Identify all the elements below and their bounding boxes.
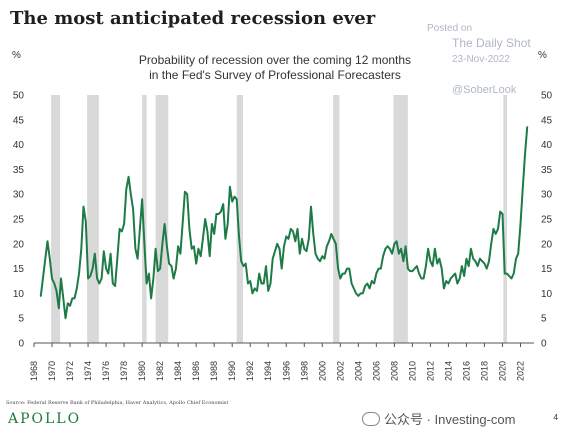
x-tick-2020: 2020: [497, 361, 507, 381]
x-tick-1980: 1980: [137, 361, 147, 381]
recession-band-3: [155, 95, 169, 343]
recession-band-7: [503, 95, 507, 343]
x-tick-1970: 1970: [47, 361, 57, 381]
y-tick-left-45: 45: [13, 115, 25, 126]
y-tick-left-15: 15: [13, 264, 25, 275]
watermark-source: The Daily Shot: [452, 36, 531, 50]
source-note: Source: Federal Reserve Bank of Philadel…: [6, 400, 229, 406]
x-tick-1976: 1976: [101, 361, 111, 381]
x-tick-2006: 2006: [371, 361, 381, 381]
x-tick-1996: 1996: [281, 361, 291, 381]
y-tick-left-20: 20: [13, 239, 25, 250]
x-tick-2002: 2002: [335, 361, 345, 381]
x-tick-2010: 2010: [407, 361, 417, 381]
y-tick-left-35: 35: [13, 165, 25, 176]
chart-subtitle-line2: in the Fed's Survey of Professional Fore…: [149, 68, 401, 82]
recession-band-2: [142, 95, 147, 343]
y-tick-left-10: 10: [13, 289, 25, 300]
recession-band-1: [87, 95, 99, 343]
y-tick-right-0: 0: [541, 339, 547, 350]
x-tick-2008: 2008: [389, 361, 399, 381]
recession-band-5: [333, 95, 340, 343]
watermark-date: 23-Nov-2022: [452, 54, 510, 65]
recession-band-4: [236, 95, 244, 343]
page-number: 4: [553, 413, 558, 422]
x-tick-1984: 1984: [173, 361, 183, 381]
y-tick-right-45: 45: [541, 115, 553, 126]
y-tick-right-5: 5: [541, 314, 547, 325]
x-tick-1978: 1978: [119, 361, 129, 381]
x-tick-2022: 2022: [515, 361, 525, 381]
wechat-watermark-text: 公众号 · Investing-com: [384, 412, 516, 427]
x-tick-2018: 2018: [479, 361, 489, 381]
x-tick-2016: 2016: [461, 361, 471, 381]
x-tick-1990: 1990: [227, 361, 237, 381]
recession-band-0: [51, 95, 61, 343]
y-tick-left-25: 25: [13, 215, 25, 226]
x-tick-2004: 2004: [353, 361, 363, 381]
y-tick-left-5: 5: [18, 314, 24, 325]
x-tick-1994: 1994: [263, 361, 273, 381]
y-tick-right-30: 30: [541, 190, 553, 201]
x-tick-2014: 2014: [443, 361, 453, 381]
x-tick-1982: 1982: [155, 361, 165, 381]
x-tick-2012: 2012: [425, 361, 435, 381]
y-tick-left-30: 30: [13, 190, 25, 201]
recession-band-6: [393, 95, 408, 343]
wechat-icon: [362, 412, 380, 426]
x-tick-1974: 1974: [83, 361, 93, 381]
x-tick-1972: 1972: [65, 361, 75, 381]
wechat-watermark: 公众号 · Investing-com: [362, 409, 515, 428]
y-tick-right-10: 10: [541, 289, 553, 300]
x-tick-1986: 1986: [191, 361, 201, 381]
brand-logo: APOLLO: [8, 411, 82, 427]
x-tick-1968: 1968: [29, 361, 39, 381]
y-axis-right-label: %: [538, 50, 547, 61]
x-tick-1992: 1992: [245, 361, 255, 381]
y-tick-right-15: 15: [541, 264, 553, 275]
x-tick-2000: 2000: [317, 361, 327, 381]
chart-subtitle-line1: Probability of recession over the coming…: [138, 53, 412, 67]
x-tick-1988: 1988: [209, 361, 219, 381]
y-tick-left-50: 50: [13, 91, 25, 102]
y-axis-left-label: %: [12, 50, 21, 61]
y-tick-right-50: 50: [541, 91, 553, 102]
watermark-posted-on: Posted on: [427, 23, 473, 34]
y-tick-left-0: 0: [18, 339, 24, 350]
recession-probability-line: [39, 126, 529, 320]
x-tick-1998: 1998: [299, 361, 309, 381]
y-tick-right-40: 40: [541, 140, 553, 151]
y-tick-right-35: 35: [541, 165, 553, 176]
watermark-handle: @SoberLook: [452, 84, 517, 96]
y-tick-right-20: 20: [541, 239, 553, 250]
y-tick-left-40: 40: [13, 140, 25, 151]
y-tick-right-25: 25: [541, 215, 553, 226]
chart-title: The most anticipated recession ever: [10, 8, 376, 29]
